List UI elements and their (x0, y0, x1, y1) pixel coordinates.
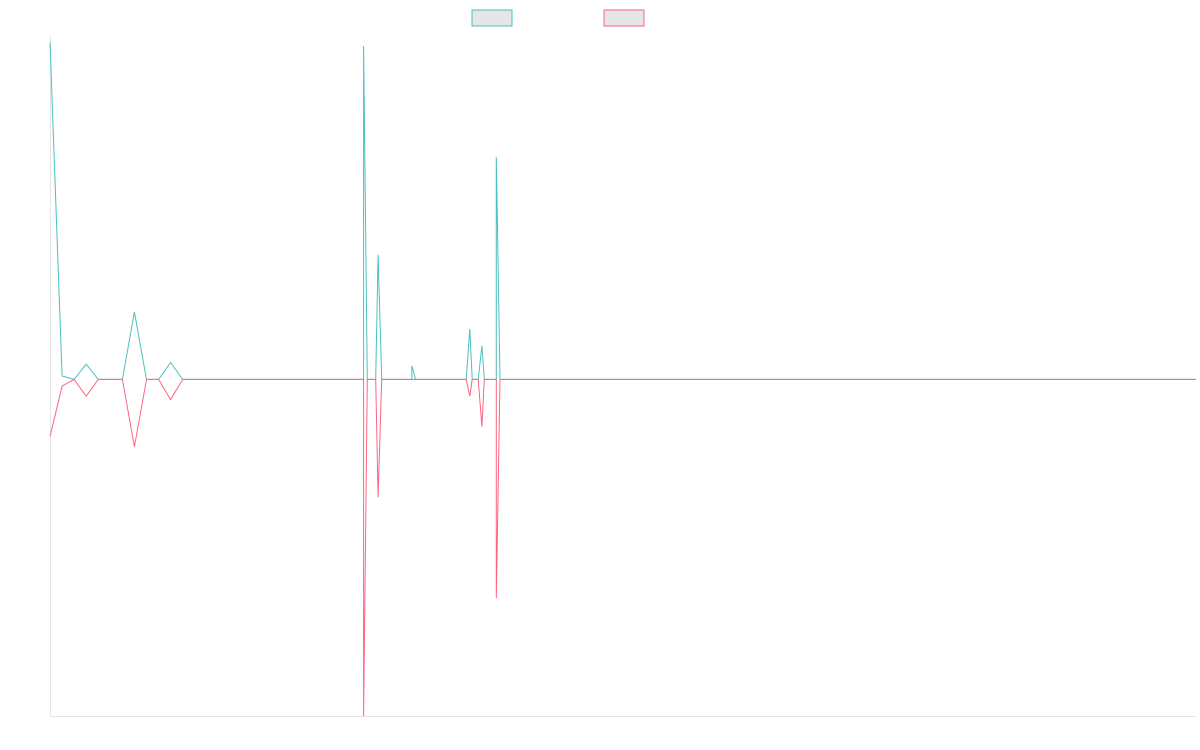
series-2-line[interactable] (49, 378, 1196, 717)
plot-area (49, 42, 1196, 717)
legend (471, 9, 645, 27)
legend-swatch-series-1[interactable] (471, 9, 513, 27)
legend-swatch-series-2[interactable] (603, 9, 645, 27)
series-1-line[interactable] (49, 42, 1196, 380)
axes (50, 36, 1196, 717)
